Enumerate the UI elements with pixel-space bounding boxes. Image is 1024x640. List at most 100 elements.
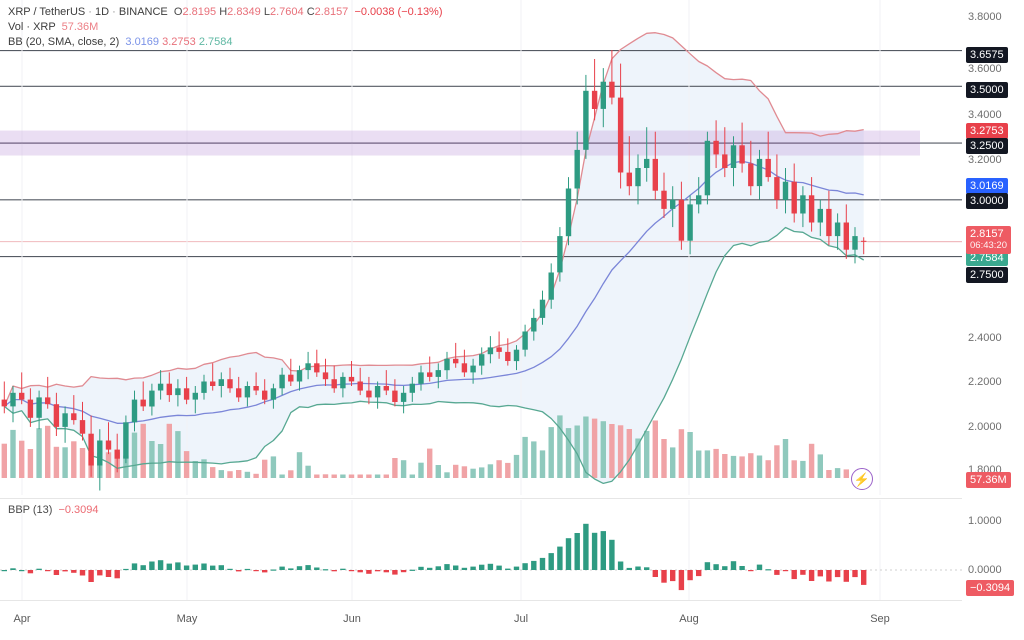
candle-body: [583, 90, 589, 150]
bbp-bar: [296, 566, 303, 570]
time-axis[interactable]: Apr May Jun Jul Aug Sep: [0, 600, 962, 640]
bbp-bar: [444, 564, 450, 570]
legend-sep-2: ·: [109, 6, 119, 18]
bbp-bar: [852, 570, 858, 578]
bbp-tick-0: 1.0000: [968, 515, 1002, 527]
bbp-bar: [114, 570, 120, 579]
volume-bar: [583, 416, 589, 478]
volume-bar: [418, 462, 424, 478]
candle-body: [739, 145, 745, 164]
bbp-bar: [765, 569, 771, 571]
bbp-bar: [340, 568, 346, 570]
volume-badge[interactable]: 57.36M: [966, 472, 1011, 488]
candle-body: [652, 158, 658, 191]
bbp-bar: [583, 523, 589, 570]
bbp-bar: [175, 562, 181, 570]
price-badge-3.2500[interactable]: 3.2500: [966, 138, 1008, 154]
volume-bar: [427, 448, 433, 478]
bbp-bar: [739, 566, 745, 570]
legend-symbol-row[interactable]: XRP / TetherUS · 1D · BINANCE O2.8195 H2…: [8, 5, 443, 20]
volume-bar: [175, 431, 181, 478]
current-price-badge[interactable]: 2.8157 06:43:20: [966, 226, 1011, 254]
price-badge-3.6575[interactable]: 3.6575: [966, 47, 1008, 63]
volume-bar: [800, 460, 806, 478]
bbp-bar: [748, 570, 754, 572]
bbp-bar: [97, 570, 103, 576]
interval-label[interactable]: 1D: [95, 6, 110, 18]
volume-bar: [513, 454, 520, 478]
volume-bar: [496, 460, 502, 478]
bb-indicator-label[interactable]: BB (20, SMA, close, 2): [8, 36, 120, 48]
price-badge-3.5000[interactable]: 3.5000: [966, 82, 1008, 98]
volume-bar: [670, 447, 676, 478]
bbp-bar: [288, 568, 294, 570]
volume-bar: [765, 460, 771, 478]
legend-bb-row[interactable]: BB (20, SMA, close, 2) 3.0169 3.2753 2.7…: [8, 35, 443, 50]
bbp-legend[interactable]: BBP (13) −0.3094: [8, 504, 99, 516]
price-badge-2.7584[interactable]: 2.7584: [966, 250, 1008, 266]
candle-body: [600, 81, 606, 109]
volume-bar: [314, 474, 320, 478]
candle-body: [661, 190, 667, 209]
candle-body: [531, 317, 537, 332]
candle-body: [366, 390, 372, 398]
symbol-label[interactable]: XRP / TetherUS: [8, 6, 86, 18]
bbp-chart-svg[interactable]: [0, 500, 962, 600]
volume-bar: [305, 465, 311, 478]
volume-bar: [565, 428, 572, 478]
candle-body: [192, 392, 198, 400]
bbp-bar: [331, 570, 337, 572]
price-badge-3.2753[interactable]: 3.2753: [966, 123, 1008, 139]
candle-body: [565, 188, 572, 237]
candle-body: [444, 358, 450, 371]
volume-bar: [756, 455, 763, 478]
high-label: H: [219, 6, 228, 18]
volume-bar: [348, 474, 355, 478]
lightning-icon[interactable]: ⚡: [851, 468, 873, 490]
candle-body: [713, 140, 719, 155]
bbp-bar: [79, 570, 86, 576]
bbp-indicator-label[interactable]: BBP (13): [8, 504, 53, 516]
candle-body: [400, 392, 407, 402]
bbp-bar: [800, 570, 806, 575]
candlestick-series[interactable]: [1, 50, 867, 491]
candle-body: [722, 154, 728, 168]
bbp-bar: [531, 560, 537, 570]
bb-upper-line: [3, 32, 864, 407]
close-value: 2.8157: [314, 6, 349, 18]
candle-body: [756, 158, 763, 187]
bbp-bar: [236, 570, 242, 572]
candle-body: [175, 388, 181, 396]
bbp-bar: [722, 566, 728, 570]
volume-bar: [45, 425, 51, 478]
candle-body: [79, 420, 86, 434]
price-badge-3.0169[interactable]: 3.0169: [966, 178, 1008, 194]
bbp-bar: [71, 570, 77, 573]
price-badge-3.0000[interactable]: 3.0000: [966, 193, 1008, 209]
candle-body: [1, 399, 8, 407]
candle-body: [62, 413, 68, 427]
bbp-tick-1: 0.0000: [968, 564, 1002, 576]
price-badge-2.7500[interactable]: 2.7500: [966, 267, 1008, 283]
candle-body: [574, 149, 580, 189]
volume-bar: [322, 474, 329, 478]
price-tick-5: 2.2000: [968, 376, 1002, 388]
legend-volume-row[interactable]: Vol · XRP 57.36M: [8, 20, 443, 35]
candle-body: [557, 236, 563, 273]
candle-body: [644, 158, 650, 168]
price-pane[interactable]: [0, 0, 962, 495]
price-chart-svg[interactable]: [0, 0, 962, 495]
price-tick-2: 3.4000: [968, 109, 1002, 121]
candle-body: [748, 163, 754, 187]
volume-bar: [687, 432, 693, 478]
candle-body: [296, 370, 303, 382]
bbp-bar: [36, 568, 42, 570]
candle-body: [97, 440, 103, 466]
bbp-pane[interactable]: [0, 500, 962, 600]
bbp-bar: [687, 570, 693, 581]
bbp-value-badge[interactable]: −0.3094: [966, 580, 1015, 596]
volume-bar: [834, 468, 841, 478]
bbp-bar: [183, 565, 190, 570]
price-axis[interactable]: 3.8000 3.6000 3.4000 3.2000 2.4000 2.2000 2.00…: [962, 0, 1024, 600]
